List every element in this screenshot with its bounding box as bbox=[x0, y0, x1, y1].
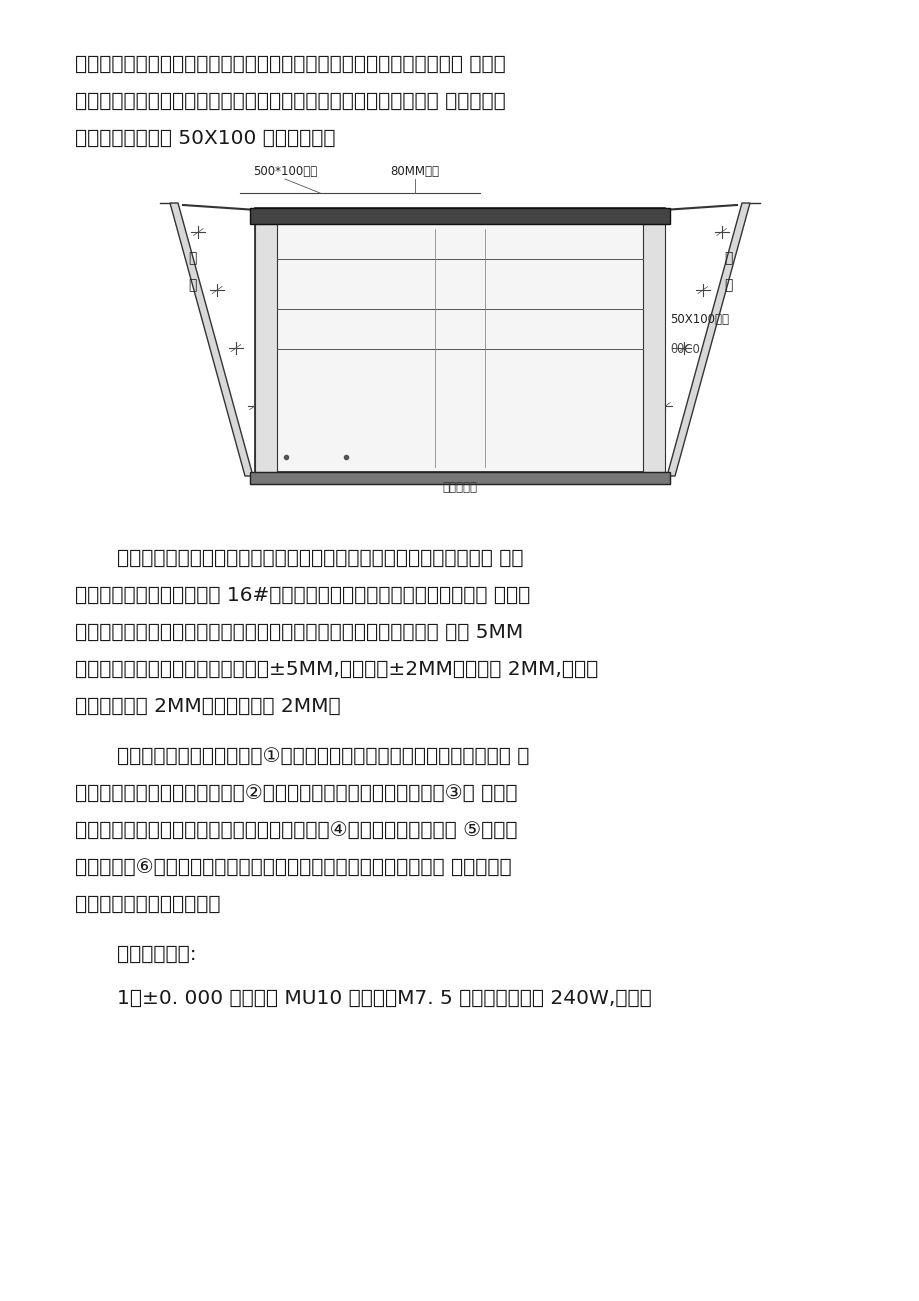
Text: 混凝土时的重量和振捣时的冲击力以及施工时荷载。基础模板采用多 层胶合板做: 混凝土时的重量和振捣时的冲击力以及施工时荷载。基础模板采用多 层胶合板做 bbox=[75, 92, 505, 111]
Text: 块等详见《栓技术交底》。: 块等详见《栓技术交底》。 bbox=[75, 895, 221, 913]
Polygon shape bbox=[170, 203, 253, 476]
Polygon shape bbox=[666, 203, 749, 476]
Bar bbox=[250, 208, 669, 224]
Text: 械的试转。⑥检查标高控制点。栓的浇筑顺序及方法、要求、养护、 栓块留置试: 械的试转。⑥检查标高控制点。栓的浇筑顺序及方法、要求、养护、 栓块留置试 bbox=[75, 857, 511, 877]
Text: 内的清理，模板的加固、验收，浇水湿润木模。④工种间的交接记录。 ⑤振动机: 内的清理，模板的加固、验收，浇水湿润木模。④工种间的交接记录。 ⑤振动机 bbox=[75, 821, 517, 840]
Bar bbox=[255, 224, 277, 472]
Text: 端用钢管桩打入土层，再用 16#铁丝锚在两端钢管桩的水平点上，作控制 承台、: 端用钢管桩打入土层，再用 16#铁丝锚在两端钢管桩的水平点上，作控制 承台、 bbox=[75, 585, 529, 605]
Text: （总长或总宽）截而尺寸，承台模板±5MM,拉梁、柱±2MM、垂直度 2MM,相邻两: （总长或总宽）截而尺寸，承台模板±5MM,拉梁、柱±2MM、垂直度 2MM,相邻… bbox=[75, 660, 597, 679]
Text: 行安装，模板及其支架应具有足够的承载能力，刚度和稳定性能可靠地承 受浇筑: 行安装，模板及其支架应具有足够的承载能力，刚度和稳定性能可靠地承 受浇筑 bbox=[75, 55, 505, 74]
Text: θθC0: θθC0 bbox=[669, 343, 699, 356]
Text: 细石砼垫层: 细石砼垫层 bbox=[442, 481, 477, 494]
Text: 整及各数据是否符合规范要求。②检验的工具及试块模板是否到位。③现 场模板: 整及各数据是否符合规范要求。②检验的工具及试块模板是否到位。③现 场模板 bbox=[75, 785, 517, 803]
Text: 九）、浇筑前的准备工作：①检查商品检的质量控制项内的全部资料是否 完: 九）、浇筑前的准备工作：①检查商品检的质量控制项内的全部资料是否 完 bbox=[117, 747, 528, 766]
Text: 模板的安装基木质量要求，所有纵、横向拉梁及同类型的承台，在轴线 的两: 模板的安装基木质量要求，所有纵、横向拉梁及同类型的承台，在轴线 的两 bbox=[117, 549, 523, 569]
Text: 十）、砖基础:: 十）、砖基础: bbox=[117, 945, 197, 964]
Text: 拉梁的弯曲变形及水平标高，使其轴线直径在一个水平上。偏差不准 超过 5MM: 拉梁的弯曲变形及水平标高，使其轴线直径在一个水平上。偏差不准 超过 5MM bbox=[75, 623, 523, 641]
Text: 壁: 壁 bbox=[187, 278, 196, 291]
Text: 土: 土 bbox=[723, 251, 732, 265]
Text: 500*100木材: 500*100木材 bbox=[253, 165, 317, 178]
Bar bbox=[642, 224, 664, 472]
Text: 板表而高低差 2MM、表面平整度 2MM。: 板表而高低差 2MM、表面平整度 2MM。 bbox=[75, 697, 340, 716]
Text: 土: 土 bbox=[187, 251, 196, 265]
Text: 1、±0. 000 以下采用 MU10 标准砖，M7. 5 水泥砂砌筑墙厚 240W,（仅于: 1、±0. 000 以下采用 MU10 标准砖，M7. 5 水泥砂砌筑墙厚 24… bbox=[117, 989, 651, 1007]
Bar bbox=[250, 476, 669, 484]
Bar bbox=[250, 472, 669, 484]
Bar bbox=[255, 208, 664, 472]
Text: 80MM铁钉: 80MM铁钉 bbox=[390, 165, 439, 178]
Text: 模板。利用土壁及 50X100 木方做支撑。: 模板。利用土壁及 50X100 木方做支撑。 bbox=[75, 129, 335, 148]
Text: 50X100木方: 50X100木方 bbox=[669, 314, 728, 327]
Text: 壁: 壁 bbox=[723, 278, 732, 291]
